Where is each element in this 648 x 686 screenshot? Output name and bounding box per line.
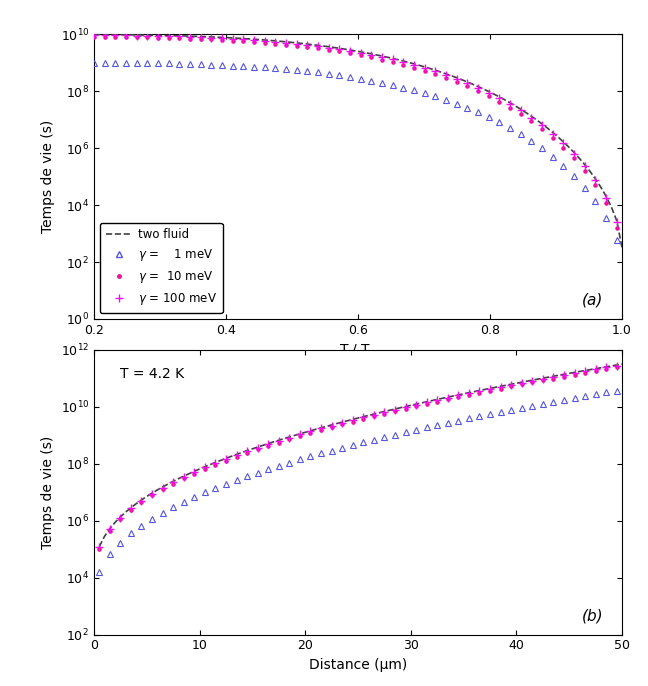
- X-axis label: T / T$_c$: T / T$_c$: [339, 342, 377, 359]
- Text: (b): (b): [582, 608, 603, 623]
- Text: (a): (a): [582, 293, 603, 307]
- Y-axis label: Temps de vie (s): Temps de vie (s): [41, 436, 55, 549]
- Y-axis label: Temps de vie (s): Temps de vie (s): [41, 120, 55, 233]
- X-axis label: Distance (µm): Distance (µm): [309, 658, 407, 672]
- Text: T = 4.2 K: T = 4.2 K: [121, 367, 185, 381]
- Legend: two fluid, $\gamma$ =    1 meV, $\gamma$ =  10 meV, $\gamma$ = 100 meV: two fluid, $\gamma$ = 1 meV, $\gamma$ = …: [100, 222, 222, 313]
